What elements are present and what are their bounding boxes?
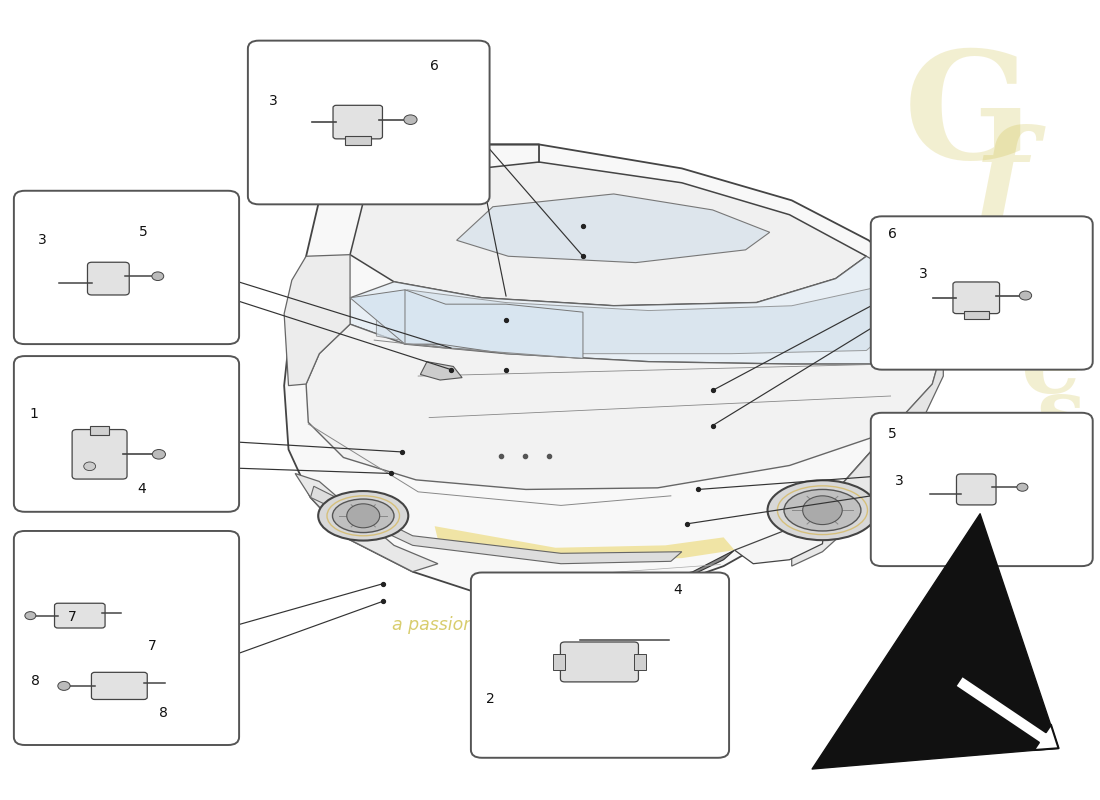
Polygon shape <box>456 194 770 262</box>
Circle shape <box>803 496 843 525</box>
Bar <box>553 654 564 670</box>
Text: 7: 7 <box>68 610 77 624</box>
Polygon shape <box>284 145 946 604</box>
Text: 6: 6 <box>889 227 898 241</box>
FancyBboxPatch shape <box>73 430 126 479</box>
Text: 8: 8 <box>158 706 167 720</box>
Bar <box>964 311 989 319</box>
Polygon shape <box>792 432 889 566</box>
Text: a passion for parts since 1985: a passion for parts since 1985 <box>392 616 653 634</box>
Bar <box>634 654 646 670</box>
FancyBboxPatch shape <box>471 573 729 758</box>
Ellipse shape <box>318 491 408 541</box>
FancyArrowPatch shape <box>955 676 1058 750</box>
Circle shape <box>25 612 36 620</box>
Circle shape <box>58 682 70 690</box>
Bar <box>90 426 110 435</box>
Polygon shape <box>434 526 735 562</box>
Text: 4: 4 <box>673 583 682 597</box>
FancyBboxPatch shape <box>957 474 996 505</box>
Text: 5: 5 <box>139 226 147 239</box>
Polygon shape <box>405 290 583 358</box>
Text: 4: 4 <box>136 482 145 497</box>
Polygon shape <box>284 254 350 386</box>
Circle shape <box>1020 291 1032 300</box>
FancyBboxPatch shape <box>248 41 490 204</box>
Ellipse shape <box>768 480 878 540</box>
Text: G: G <box>903 45 1032 190</box>
Polygon shape <box>376 286 918 354</box>
FancyBboxPatch shape <box>91 672 147 699</box>
Polygon shape <box>295 474 438 572</box>
Circle shape <box>404 115 417 125</box>
FancyBboxPatch shape <box>871 413 1092 566</box>
Text: o: o <box>984 196 1060 307</box>
Circle shape <box>152 450 165 459</box>
Polygon shape <box>310 486 682 564</box>
FancyBboxPatch shape <box>871 216 1092 370</box>
Polygon shape <box>306 324 946 490</box>
Text: 1: 1 <box>30 407 38 422</box>
Circle shape <box>346 504 380 528</box>
Polygon shape <box>735 522 825 564</box>
Ellipse shape <box>332 499 394 533</box>
Text: e: e <box>1020 322 1080 412</box>
Text: 5: 5 <box>889 426 898 441</box>
Circle shape <box>152 272 164 281</box>
Text: 3: 3 <box>920 267 928 281</box>
FancyBboxPatch shape <box>333 106 383 139</box>
Text: 8: 8 <box>32 674 41 688</box>
FancyBboxPatch shape <box>55 603 106 628</box>
Text: f: f <box>974 125 1027 246</box>
Text: D: D <box>993 262 1085 365</box>
FancyBboxPatch shape <box>14 356 239 512</box>
FancyBboxPatch shape <box>14 531 239 745</box>
Polygon shape <box>792 288 946 528</box>
Text: 3: 3 <box>895 474 904 489</box>
Text: 2: 2 <box>486 693 495 706</box>
FancyBboxPatch shape <box>953 282 1000 314</box>
FancyBboxPatch shape <box>14 190 239 344</box>
Ellipse shape <box>784 490 861 531</box>
Polygon shape <box>350 256 946 364</box>
Polygon shape <box>350 162 867 306</box>
Text: 6: 6 <box>430 59 439 73</box>
Circle shape <box>1016 483 1027 491</box>
Polygon shape <box>350 290 440 344</box>
Text: 7: 7 <box>147 639 156 653</box>
Text: 3: 3 <box>268 94 277 107</box>
Circle shape <box>84 462 96 470</box>
FancyBboxPatch shape <box>88 262 129 295</box>
Text: 3: 3 <box>39 234 47 247</box>
FancyBboxPatch shape <box>560 642 638 682</box>
Bar <box>344 137 371 145</box>
Polygon shape <box>561 550 735 596</box>
Text: s: s <box>1036 374 1085 458</box>
Polygon shape <box>420 362 462 380</box>
